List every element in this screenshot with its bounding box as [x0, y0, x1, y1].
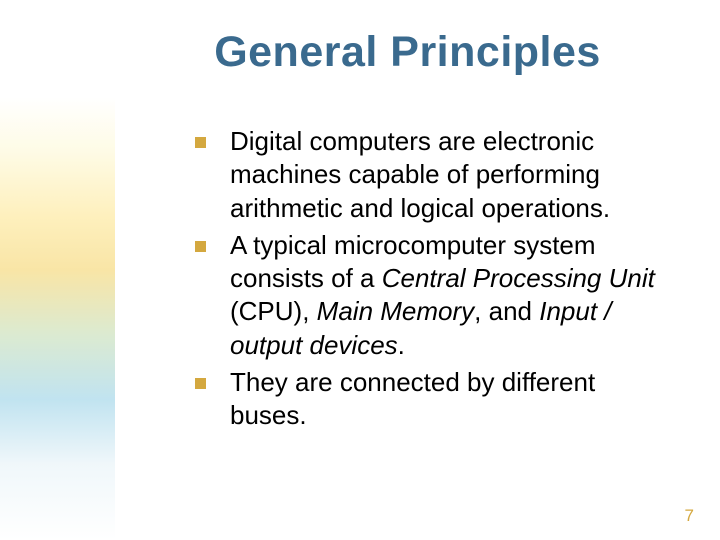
list-item: A typical microcomputer system consists …	[195, 229, 660, 362]
bullet-text: A typical microcomputer system consists …	[230, 229, 660, 362]
bullet-square-icon	[195, 378, 206, 389]
bullet-list: Digital computers are electronic machine…	[195, 125, 660, 432]
list-item: Digital computers are electronic machine…	[195, 125, 660, 225]
slide-title: General Principles	[135, 28, 680, 77]
bullet-square-icon	[195, 137, 206, 148]
slide-container: General Principles Digital computers are…	[0, 0, 720, 540]
bullet-text: They are connected by different buses.	[230, 366, 660, 433]
bullet-square-icon	[195, 241, 206, 252]
page-number: 7	[685, 506, 694, 526]
list-item: They are connected by different buses.	[195, 366, 660, 433]
bullet-text: Digital computers are electronic machine…	[230, 125, 660, 225]
